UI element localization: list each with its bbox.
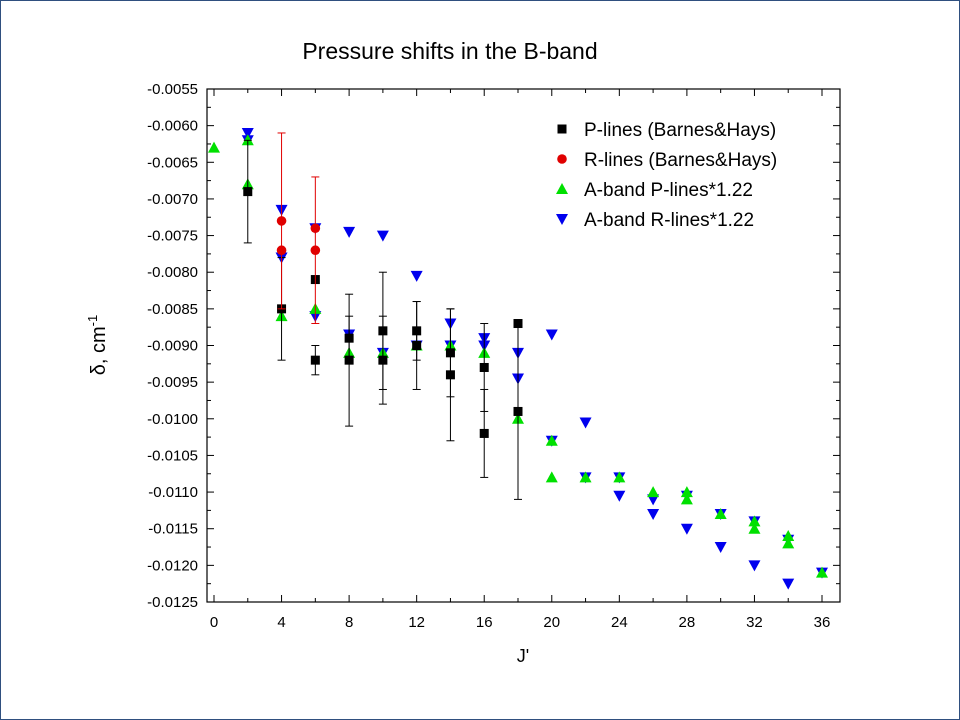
- data-point: [479, 428, 489, 438]
- y-tick-label: -0.0055: [147, 81, 198, 98]
- data-point: [782, 530, 795, 542]
- data-marks: [208, 127, 828, 590]
- data-point: [410, 270, 423, 282]
- x-tick-label: 0: [210, 614, 218, 631]
- x-tick-label: 8: [345, 614, 353, 631]
- y-tick-label: -0.0110: [148, 484, 198, 501]
- data-point: [310, 355, 320, 365]
- y-tick-label: -0.0115: [148, 521, 198, 538]
- x-tick-label: 12: [408, 614, 425, 631]
- x-axis: 0 4 8 12 16 20 24 28 32 36: [210, 89, 831, 631]
- x-tick-label: 20: [543, 614, 560, 631]
- data-point: [445, 370, 455, 380]
- legend-marker: [556, 214, 568, 225]
- data-point: [276, 216, 287, 226]
- y-tick-label: -0.0125: [147, 594, 198, 611]
- data-point: [276, 245, 287, 256]
- data-point: [714, 542, 727, 554]
- data-point: [208, 141, 220, 153]
- data-point: [545, 471, 558, 483]
- data-point: [613, 490, 626, 502]
- y-tick-label: -0.0070: [147, 191, 198, 208]
- data-point: [479, 362, 489, 372]
- data-point: [748, 522, 761, 534]
- data-point: [376, 230, 389, 242]
- legend-label: A-band R-lines*1.22: [584, 210, 754, 231]
- data-point: [782, 578, 795, 590]
- legend-label: P-lines (Barnes&Hays): [584, 120, 776, 141]
- x-tick-label: 16: [476, 614, 493, 631]
- legend: P-lines (Barnes&Hays) R-lines (Barnes&Hay…: [556, 120, 777, 231]
- chart-title: Pressure shifts in the B-band: [302, 38, 598, 64]
- x-tick-label: 32: [746, 614, 763, 631]
- x-tick-label: 24: [611, 614, 628, 631]
- series-circle: [276, 132, 321, 325]
- x-tick-label: 36: [814, 614, 831, 631]
- data-point: [343, 226, 356, 238]
- data-point: [680, 486, 693, 498]
- data-point: [647, 494, 660, 506]
- y-tick-label: -0.0095: [147, 374, 198, 391]
- y-axis-label-text: δ, cm: [88, 326, 110, 375]
- y-tick-label: -0.0075: [147, 228, 198, 245]
- data-point: [344, 355, 354, 365]
- data-point: [378, 355, 388, 365]
- y-tick-label: -0.0065: [147, 154, 198, 171]
- data-point: [647, 486, 660, 498]
- y-tick-label: -0.0120: [147, 557, 198, 574]
- x-axis-label: J': [517, 646, 529, 666]
- data-point: [714, 508, 727, 520]
- legend-marker: [557, 124, 567, 134]
- y-tick-label: -0.0080: [147, 264, 198, 281]
- data-point: [243, 187, 253, 197]
- y-axis-label: δ, cm-1: [85, 315, 110, 375]
- data-point: [545, 434, 558, 446]
- data-point: [680, 523, 693, 535]
- data-point: [613, 471, 626, 483]
- data-point: [412, 341, 422, 350]
- data-point: [545, 329, 558, 341]
- y-tick-label: -0.0090: [147, 338, 198, 355]
- data-point: [816, 566, 828, 578]
- data-point: [310, 245, 321, 256]
- data-point: [241, 127, 254, 139]
- x-tick-label: 28: [679, 614, 696, 631]
- legend-marker: [556, 183, 568, 194]
- legend-label: A-band P-lines*1.22: [584, 180, 753, 201]
- data-point: [748, 515, 761, 527]
- data-point: [513, 406, 523, 416]
- x-tick-label: 4: [277, 614, 285, 631]
- data-point: [680, 493, 693, 505]
- y-tick-label: -0.0060: [147, 118, 198, 135]
- y-tick-label: -0.0100: [147, 411, 198, 428]
- legend-label: R-lines (Barnes&Hays): [584, 150, 777, 171]
- data-point: [748, 560, 761, 572]
- data-point: [782, 537, 795, 549]
- data-point: [579, 471, 592, 483]
- data-point: [647, 509, 660, 521]
- y-tick-label: -0.0085: [147, 301, 198, 318]
- data-point: [579, 417, 592, 429]
- legend-marker: [557, 154, 567, 164]
- y-tick-label: -0.0105: [147, 447, 198, 464]
- y-axis-label-superscript: -1: [85, 315, 100, 327]
- y-axis: -0.0055 -0.0060 -0.0065 -0.0070 -0.0075 -0.00…: [147, 81, 840, 611]
